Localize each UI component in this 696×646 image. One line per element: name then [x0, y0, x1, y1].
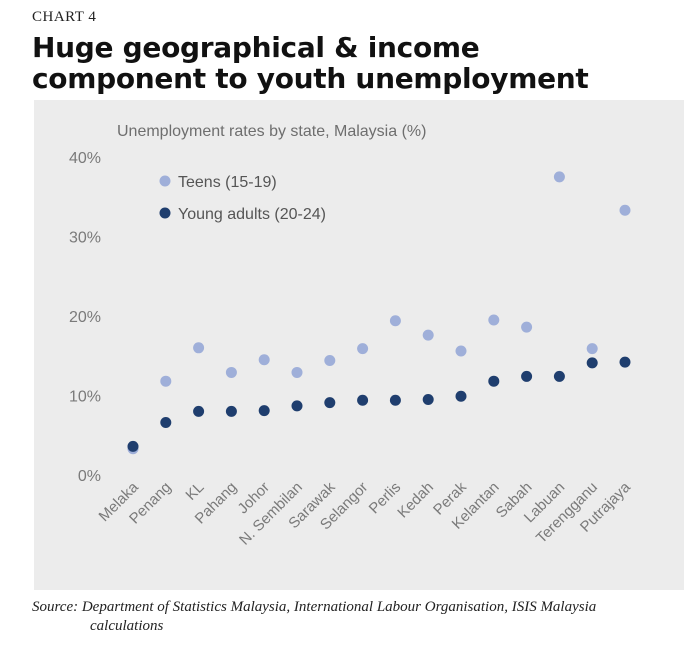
teens-point	[357, 343, 369, 355]
young-adults-point	[521, 370, 533, 382]
young-adults-point	[553, 370, 565, 382]
teens-point	[422, 329, 434, 341]
legend-label-young-adults: Young adults (20-24)	[178, 206, 326, 223]
legend: Teens (15-19) Young adults (20-24)	[159, 174, 326, 223]
teens-point	[488, 314, 500, 326]
y-axis: 0% 10% 20% 30% 40%	[69, 150, 101, 485]
teens-point	[521, 321, 533, 333]
x-tick-label: Kedah	[394, 479, 437, 522]
headline-line-1: Huge geographical & income	[32, 31, 480, 64]
teens-point	[225, 366, 237, 378]
y-tick-label: 20%	[69, 309, 101, 326]
legend-marker-teens	[159, 175, 171, 187]
teens-point	[160, 375, 172, 387]
y-tick-label: 0%	[78, 468, 101, 485]
source-line-2: calculations	[90, 618, 164, 634]
young-adults-point	[193, 405, 205, 417]
young-adults-point	[586, 357, 598, 369]
young-adults-point	[389, 394, 401, 406]
teens-point	[619, 204, 631, 216]
young-adults-point	[357, 394, 369, 406]
teens-point	[193, 342, 205, 354]
young-adults-point	[488, 375, 500, 387]
teens-point	[455, 345, 467, 357]
headline-line-2: component to youth unemployment	[32, 62, 589, 95]
young-adults-point	[225, 405, 237, 417]
teens-point	[389, 315, 401, 327]
young-adults-point	[160, 417, 172, 429]
teens-point	[258, 354, 270, 366]
young-adults-point	[258, 405, 270, 417]
young-adults-point	[455, 390, 467, 402]
chart-eyebrow: CHART 4	[32, 9, 97, 25]
young-adults-point	[291, 400, 303, 412]
source-line-1: Source: Department of Statistics Malaysi…	[32, 599, 597, 615]
teens-point	[291, 366, 303, 378]
y-tick-label: 40%	[69, 150, 101, 167]
teens-point	[586, 343, 598, 355]
source-note: Source: Department of Statistics Malaysi…	[32, 598, 682, 636]
legend-marker-young-adults	[159, 207, 171, 219]
x-tick-label: KL	[182, 479, 207, 504]
teens-point	[553, 171, 565, 183]
young-adults-point	[324, 397, 336, 409]
data-points	[127, 171, 631, 455]
legend-label-teens: Teens (15-19)	[178, 174, 277, 191]
young-adults-point	[422, 393, 434, 405]
young-adults-point	[619, 356, 631, 368]
y-tick-label: 30%	[69, 230, 101, 247]
chart-title: Unemployment rates by state, Malaysia (%…	[117, 123, 426, 140]
teens-point	[324, 355, 336, 367]
young-adults-point	[127, 440, 139, 452]
chart-headline: Huge geographical & income component to …	[32, 32, 672, 94]
y-tick-label: 10%	[69, 389, 101, 406]
